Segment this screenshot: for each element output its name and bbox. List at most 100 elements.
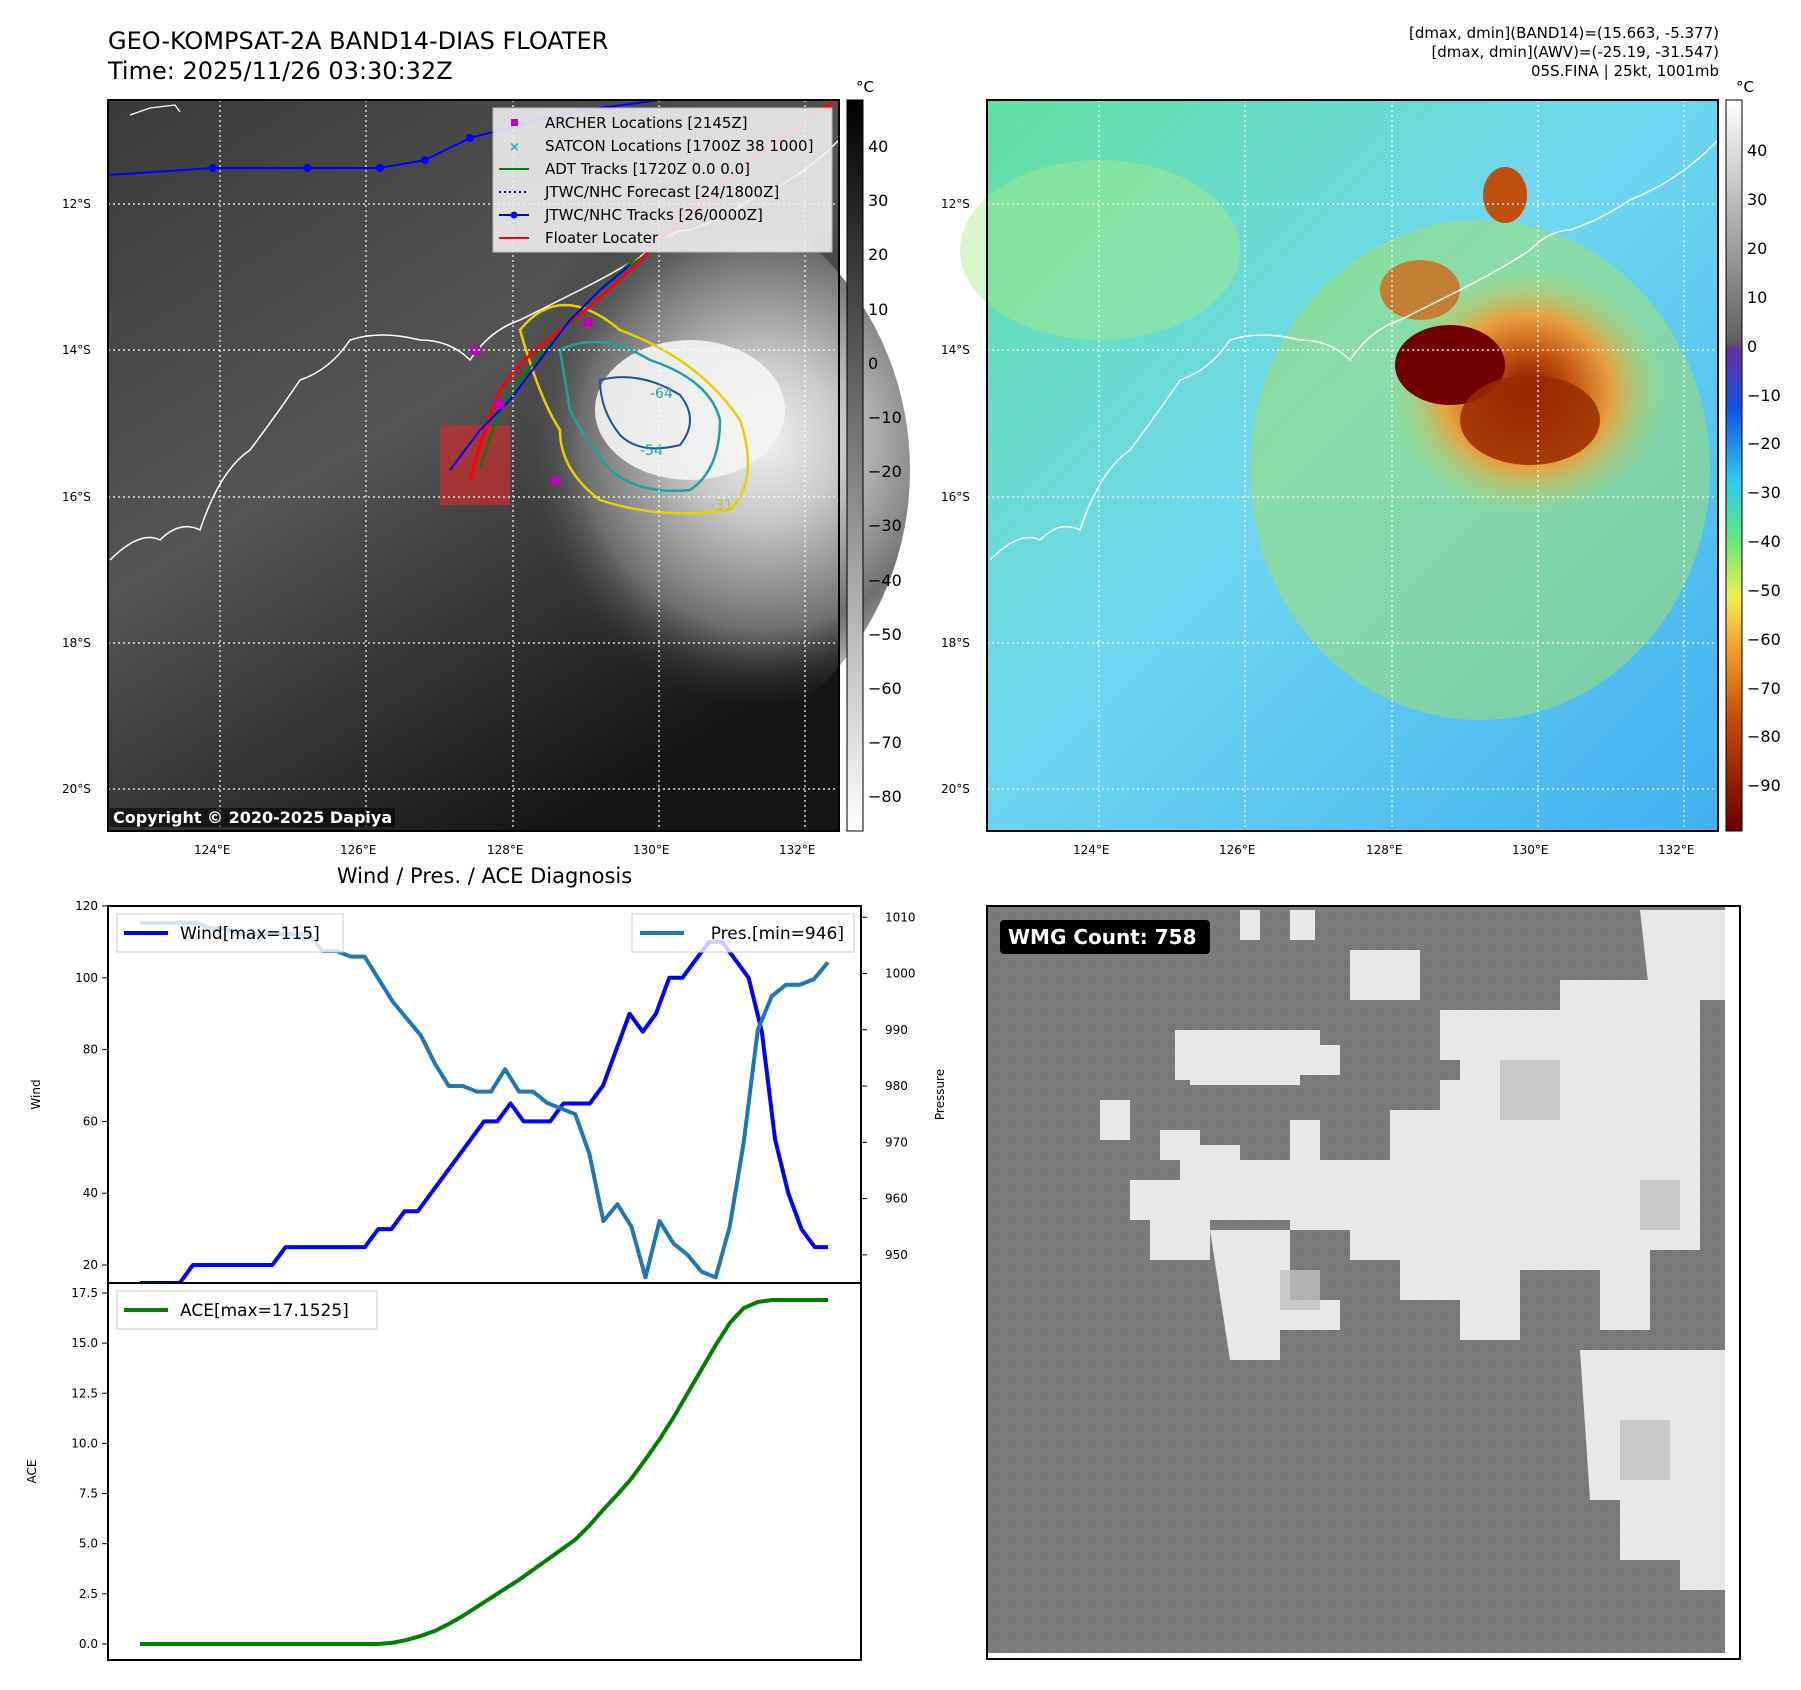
awv-gridlines xyxy=(987,100,1718,831)
cbar-tick: 20 xyxy=(1747,239,1768,258)
ace-axes xyxy=(107,1282,862,1661)
ir-contour-yellow xyxy=(518,303,750,515)
lat-label: 12°S xyxy=(941,197,970,211)
legend-swatch-icon xyxy=(497,158,531,180)
legend-swatch-icon: × xyxy=(497,135,531,157)
ace-ytick-label: 0.0 xyxy=(79,1637,98,1651)
wmg-count-box xyxy=(1000,920,1210,954)
cbar-tick: 0 xyxy=(868,353,879,373)
legend-swatch-icon xyxy=(497,227,531,249)
wind-legend-label: Wind[max=115] xyxy=(180,924,320,944)
cbar-tick: 0 xyxy=(1747,337,1758,356)
ace-ytick-label: 10.0 xyxy=(71,1436,98,1450)
cbar-tick: −10 xyxy=(1747,386,1781,405)
lon-label: 130°E xyxy=(1512,843,1549,857)
cbar-tick: −20 xyxy=(868,462,902,482)
pres-ytick-label: 980 xyxy=(885,1079,908,1093)
cbar-tick: 40 xyxy=(868,137,889,156)
ir-colorbar xyxy=(846,99,864,832)
diagnosis-title: Wind / Pres. / ACE Diagnosis xyxy=(336,864,633,888)
ace-legend-label: ACE[max=17.1525] xyxy=(180,1301,349,1321)
contour-label-64: -64 xyxy=(650,386,673,402)
awv-coastline xyxy=(989,139,1719,561)
cbar-tick: 10 xyxy=(1747,288,1768,307)
cbar-tick: −20 xyxy=(1747,434,1781,453)
cbar-tick: 40 xyxy=(1747,141,1768,160)
legend-entry: ARCHER Locations [2145Z] xyxy=(497,112,832,134)
legend-swatch-icon xyxy=(497,181,531,203)
cbar-tick: −70 xyxy=(868,733,902,753)
ace-series-line xyxy=(140,1298,828,1646)
cbar-tick: 30 xyxy=(868,191,889,211)
awv-cbar-unit: °C xyxy=(1736,78,1754,96)
wind-ytick-label: 20 xyxy=(83,1258,98,1272)
pressure-legend-label: Pres.[min=946] xyxy=(711,924,844,944)
ace-ytick-label: 2.5 xyxy=(79,1587,98,1601)
legend-entry: ADT Tracks [1720Z 0.0 0.0] xyxy=(497,158,832,180)
legend-swatch-icon xyxy=(497,112,531,134)
legend-label: JTWC/NHC Tracks [26/0000Z] xyxy=(545,206,763,224)
legend-entry: JTWC/NHC Tracks [26/0000Z] xyxy=(497,204,832,226)
cbar-tick: 20 xyxy=(868,245,889,265)
cbar-tick: −80 xyxy=(868,787,902,807)
cbar-tick: −90 xyxy=(1747,776,1781,795)
ace-ytick-label: 17.5 xyxy=(71,1286,98,1300)
ir-panel: -64 -54 -31 xyxy=(107,98,910,832)
awv-lat-lon-frame: 12°S 14°S 16°S 18°S 20°S 124°E 126°E 128°E 130°E… xyxy=(941,100,1718,857)
lat-label: 14°S xyxy=(62,343,91,357)
pres-ytick-label: 1000 xyxy=(885,967,916,981)
pressure-axis-label: Pressure xyxy=(933,1069,947,1120)
ace-ytick-label: 7.5 xyxy=(79,1487,98,1501)
diagnosis-charts: 20 40 60 80 100 120 950 960 970 980 990 1000 1010 Win… xyxy=(25,899,947,1661)
lat-label: 20°S xyxy=(62,782,91,796)
cbar-tick: −40 xyxy=(1747,532,1781,551)
archer-points xyxy=(471,318,592,485)
legend-swatch-icon xyxy=(497,204,531,226)
ace-ytick-label: 5.0 xyxy=(79,1537,98,1551)
ir-contour-blue xyxy=(598,376,691,450)
cbar-tick: −50 xyxy=(868,624,902,644)
cbar-tick: −10 xyxy=(868,408,902,427)
ir-time: Time: 2025/11/26 03:30:32Z xyxy=(108,57,453,85)
lat-label: 20°S xyxy=(941,782,970,796)
ir-lat-lon-frame: 12°S 14°S 16°S 18°S 20°S 124°E 126°E 128°E 130°E… xyxy=(62,100,839,857)
cbar-tick: −30 xyxy=(1747,483,1781,502)
awv-info: [dmax, dmin](BAND14)=(15.663, -5.377) [d… xyxy=(1409,24,1719,81)
legend-entry: Floater Locater xyxy=(497,227,832,249)
lon-label: 128°E xyxy=(487,843,524,857)
wind-ytick-label: 120 xyxy=(75,899,98,913)
lat-label: 16°S xyxy=(941,490,970,504)
cbar-tick: −80 xyxy=(1747,727,1781,746)
cbar-tick: −40 xyxy=(868,570,902,590)
svg-text:×: × xyxy=(509,140,520,155)
wmg-count-label: WMG Count: 758 xyxy=(1008,925,1197,949)
lon-label: 128°E xyxy=(1366,843,1403,857)
legend-entry: × SATCON Locations [1700Z 38 1000] xyxy=(497,135,832,157)
lat-label: 12°S xyxy=(62,197,91,211)
wind-ytick-label: 60 xyxy=(83,1114,98,1128)
wind-axis-label: Wind xyxy=(29,1079,43,1109)
wind-ytick-label: 100 xyxy=(75,971,98,985)
awv-panel xyxy=(960,99,1743,832)
pres-ytick-label: 990 xyxy=(885,1023,908,1037)
lon-label: 124°E xyxy=(1073,843,1110,857)
wmg-panel: WMG Count: 758 xyxy=(986,905,1741,1660)
contour-label-54: -54 xyxy=(640,443,663,459)
ace-ytick-label: 12.5 xyxy=(71,1386,98,1400)
ir-cbar-ticks: 40 30 20 10 0 −10 −20 −30 −40 −50 −60 −70 −80 xyxy=(868,100,918,831)
jtwc-track-storm xyxy=(449,264,631,471)
awv-info-band14: [dmax, dmin](BAND14)=(15.663, -5.377) xyxy=(1408,24,1719,42)
cbar-tick: −50 xyxy=(1747,581,1781,600)
ace-axis-label: ACE xyxy=(25,1460,39,1484)
ir-storm-cloud xyxy=(330,170,910,770)
wind-ytick-label: 80 xyxy=(83,1043,98,1057)
lon-label: 124°E xyxy=(194,843,231,857)
cbar-tick: −70 xyxy=(1747,679,1781,698)
contour-label-31: -31 xyxy=(710,498,733,514)
awv-colorbar xyxy=(1725,99,1743,832)
lon-label: 132°E xyxy=(1658,843,1695,857)
awv-storm-label: 05S.FINA | 25kt, 1001mb xyxy=(1531,62,1719,80)
awv-info-awv: [dmax, dmin](AWV)=(-25.19, -31.547) xyxy=(1431,43,1719,61)
cbar-tick: −60 xyxy=(1747,630,1781,649)
ir-legend xyxy=(492,107,833,253)
